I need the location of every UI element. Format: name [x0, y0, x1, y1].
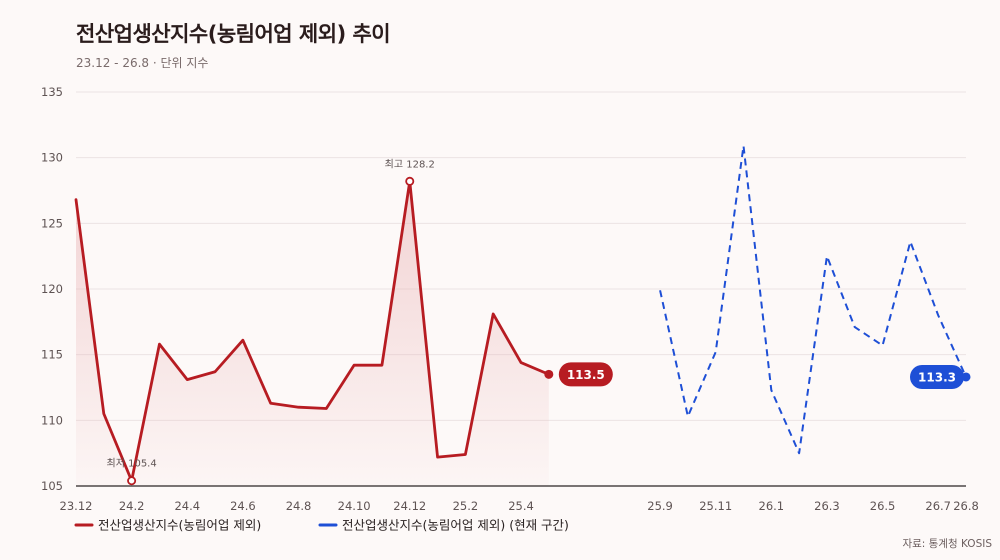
y-tick-label: 130	[41, 151, 63, 165]
x-tick-label: 25.2	[453, 499, 479, 513]
x-tick-label: 26.1	[759, 499, 785, 513]
series-lines	[74, 144, 967, 483]
x-tick-label: 23.12	[60, 499, 93, 513]
x-axis-ticks: 23.12 24.2 24.4 24.6 24.8 24.10 24.12 25.2 25.4 2…	[60, 499, 979, 513]
x-tick-label: 24.4	[174, 499, 200, 513]
x-tick-label: 24.12	[393, 499, 426, 513]
y-axis-ticks: 105 110 115 120 125 130 135	[41, 85, 63, 493]
x-tick-label: 26.3	[814, 499, 840, 513]
x-tick-label: 24.10	[338, 499, 371, 513]
y-tick-label: 135	[41, 85, 63, 99]
series-line-forecast	[659, 144, 967, 455]
y-tick-label: 115	[41, 348, 63, 362]
x-tick-label: 24.6	[230, 499, 256, 513]
x-tick-label: 25.11	[699, 499, 732, 513]
x-tick-label: 24.8	[286, 499, 312, 513]
series-line-actual	[74, 179, 551, 483]
actual-end-dot	[544, 369, 554, 379]
x-tick-label: 26.5	[870, 499, 896, 513]
area-fill	[76, 181, 549, 486]
min-annotation: 최저 105.4	[107, 458, 157, 470]
actual-end-pill	[558, 362, 613, 387]
forecast-end-value: 113.3	[918, 370, 956, 384]
legend: 전산업생산지수(농림어업 제외) 전산업생산지수(농림어업 제외) (현재 구간)	[74, 518, 569, 533]
x-tick-label: 24.2	[119, 499, 145, 513]
forecast-end-pill	[910, 364, 964, 389]
chart-subtitle: 23.12 - 26.8 · 단위 지수	[76, 56, 209, 70]
x-tick-label: 25.4	[508, 499, 534, 513]
y-tick-label: 125	[41, 216, 63, 230]
actual-area	[76, 181, 549, 486]
x-tick-label: 26.7	[925, 499, 951, 513]
forecast-end-dot	[961, 372, 971, 382]
legend-label-actual: 전산업생산지수(농림어업 제외)	[98, 518, 261, 533]
y-tick-label: 105	[41, 479, 63, 493]
min-marker	[127, 476, 137, 486]
annotations: 최저 105.4 최고 128.2	[107, 158, 435, 486]
max-marker	[405, 176, 415, 186]
end-labels: 113.5 113.3	[544, 362, 971, 389]
legend-label-forecast: 전산업생산지수(농림어업 제외) (현재 구간)	[342, 518, 569, 533]
y-tick-label: 110	[41, 413, 63, 427]
y-tick-label: 120	[41, 282, 63, 296]
x-tick-label: 26.8	[953, 499, 979, 513]
max-annotation: 최고 128.2	[385, 158, 435, 170]
chart-title: 전산업생산지수(농림어업 제외) 추이	[76, 22, 391, 46]
source-note: 자료: 통계청 KOSIS	[902, 538, 992, 550]
x-tick-label: 25.9	[647, 499, 673, 513]
actual-end-value: 113.5	[567, 368, 605, 382]
